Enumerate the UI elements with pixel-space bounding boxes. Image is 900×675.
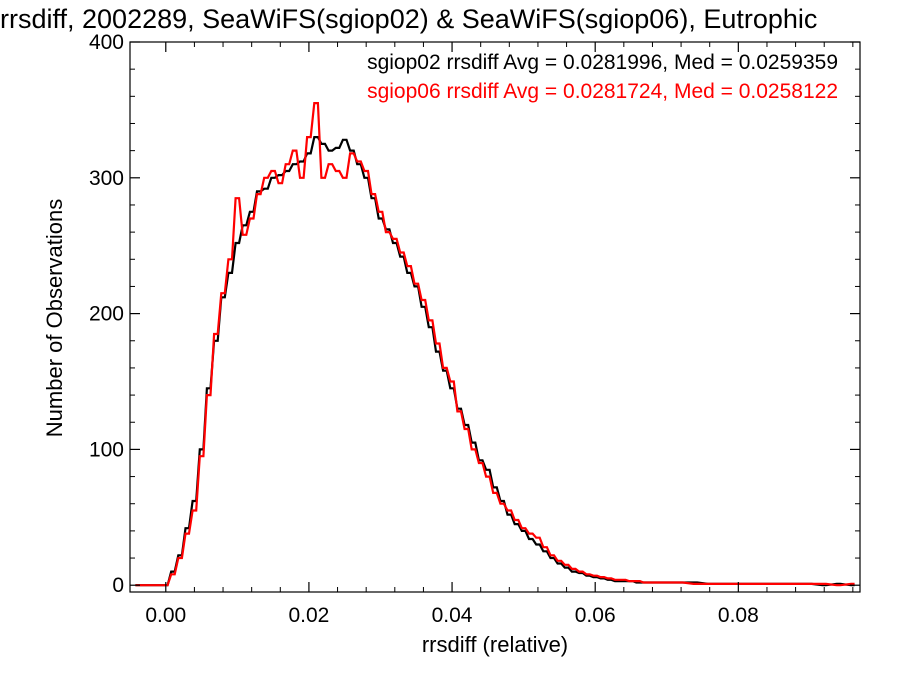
x-tick-label: 0.02 [288,604,329,627]
chart-title: rrsdiff, 2002289, SeaWiFS(sgiop02) & Sea… [0,4,817,34]
y-axis-label: Number of Observations [42,199,67,437]
plot-area: 0.00 0.02 0.04 0.06 0.08 0 100 200 300 400 [89,31,861,627]
series-annotation-sgiop02: sgiop02 rrsdiff Avg = 0.0281996, Med = 0… [367,51,838,74]
y-tick-label: 200 [89,303,124,326]
y-tick-label: 300 [89,167,124,190]
x-tick-label: 0.08 [718,604,759,627]
histogram-series-sgiop02 [135,136,855,587]
x-tick-label: 0.06 [575,604,616,627]
histogram-series-sgiop06 [135,102,855,587]
plot-frame [129,41,861,593]
x-tick-label: 0.04 [432,604,473,627]
y-tick-label: 400 [89,31,124,54]
x-axis-label: rrsdiff (relative) [422,632,568,657]
y-tick-label: 100 [89,438,124,461]
x-tick-label: 0.00 [145,604,186,627]
y-tick-label: 0 [112,574,124,597]
series-annotation-sgiop06: sgiop06 rrsdiff Avg = 0.0281724, Med = 0… [367,80,838,103]
